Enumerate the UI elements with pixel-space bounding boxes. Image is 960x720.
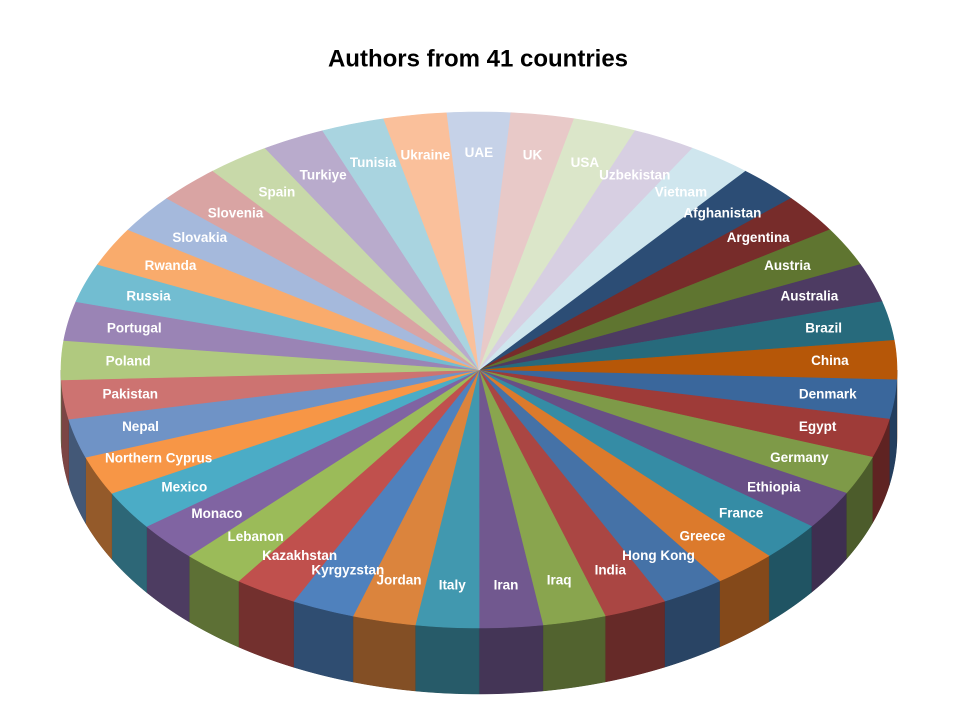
slice-label: France [719, 506, 764, 521]
slice [212, 147, 480, 371]
slice [478, 264, 883, 371]
slice [264, 130, 480, 371]
slice [478, 170, 792, 371]
slice-side [415, 624, 480, 695]
slice-label: Austria [764, 258, 811, 273]
slice-label: Tunisia [350, 155, 397, 170]
slice [238, 369, 480, 602]
slice [478, 301, 895, 371]
slice [478, 369, 873, 494]
slice [85, 369, 480, 494]
slice-side [478, 624, 544, 695]
slice-label: Afghanistan [683, 205, 761, 220]
slice-label: Kazakhstan [262, 548, 337, 563]
slice-label: Slovenia [208, 205, 264, 220]
slice [478, 118, 636, 371]
slice [478, 147, 746, 371]
slice-label: Russia [126, 288, 171, 303]
slice [478, 340, 898, 381]
slice-label: India [595, 563, 627, 578]
slice-label: Argentina [727, 230, 790, 245]
slice [166, 170, 480, 371]
slice [146, 369, 480, 557]
slice-label: Australia [781, 288, 839, 303]
slice [478, 369, 721, 602]
slice [111, 369, 480, 527]
slice-label: Nepal [122, 419, 159, 434]
slice-label: Turkiye [300, 167, 348, 182]
slice-side [352, 615, 416, 692]
slice [322, 118, 480, 371]
slice-label: Poland [106, 353, 151, 368]
slice [478, 229, 861, 371]
slice-label: Iran [494, 578, 519, 593]
pie-labels: Afghanistan Argentina Austria Australia Braz… [102, 145, 857, 593]
slice [75, 264, 480, 371]
slice [478, 197, 831, 371]
chart-title: Authors from 41 countries [328, 45, 628, 72]
slice-label: Northern Cyprus [105, 450, 212, 465]
slice-label: Uzbekistan [599, 167, 670, 182]
slice [60, 369, 480, 420]
pie-walls [60, 369, 898, 695]
slice [127, 198, 480, 371]
slice [68, 369, 480, 458]
slice-label: USA [571, 155, 600, 170]
slice [478, 369, 606, 626]
slice-label: Portugal [107, 320, 162, 335]
slice [478, 369, 847, 527]
slice-label: Mexico [161, 479, 207, 494]
slice [478, 369, 666, 617]
slice-label: Lebanon [228, 529, 284, 544]
slice-label: UAE [465, 145, 494, 160]
slice [446, 111, 512, 371]
slice-label: UK [523, 147, 543, 162]
pie-tops [60, 111, 898, 629]
slice [188, 369, 480, 582]
slice-label: China [811, 353, 849, 368]
slice [478, 130, 694, 371]
slice-label: Germany [770, 450, 829, 465]
slice-label: Iraq [547, 573, 572, 588]
slice-label: Ukraine [401, 147, 451, 162]
slice-label: Slovakia [172, 230, 227, 245]
slice-label: Jordan [377, 573, 422, 588]
slice-label: Monaco [191, 506, 242, 521]
slice-label: Italy [439, 578, 467, 593]
slice-label: Denmark [799, 386, 857, 401]
slice-label: Ethiopia [747, 479, 801, 494]
slice [478, 369, 890, 458]
slice [293, 369, 480, 617]
slice [97, 229, 480, 371]
slice-label: Rwanda [145, 258, 197, 273]
slice [60, 340, 480, 381]
slice-label: Egypt [799, 419, 837, 434]
slice-label: Vietnam [655, 184, 707, 199]
slice-label: Pakistan [102, 386, 158, 401]
slice [63, 301, 480, 371]
slice [478, 369, 770, 582]
slice-label: Brazil [805, 320, 842, 335]
slice [478, 369, 813, 557]
slice-label: Hong Kong [622, 548, 695, 563]
slice [478, 369, 544, 629]
slice [352, 369, 480, 626]
slice-side [542, 615, 606, 692]
slice [383, 112, 480, 371]
slice-label: Greece [680, 529, 726, 544]
slice [478, 112, 575, 371]
slice-label: Kyrgyzstan [311, 563, 384, 578]
slice-label: Spain [259, 184, 296, 199]
